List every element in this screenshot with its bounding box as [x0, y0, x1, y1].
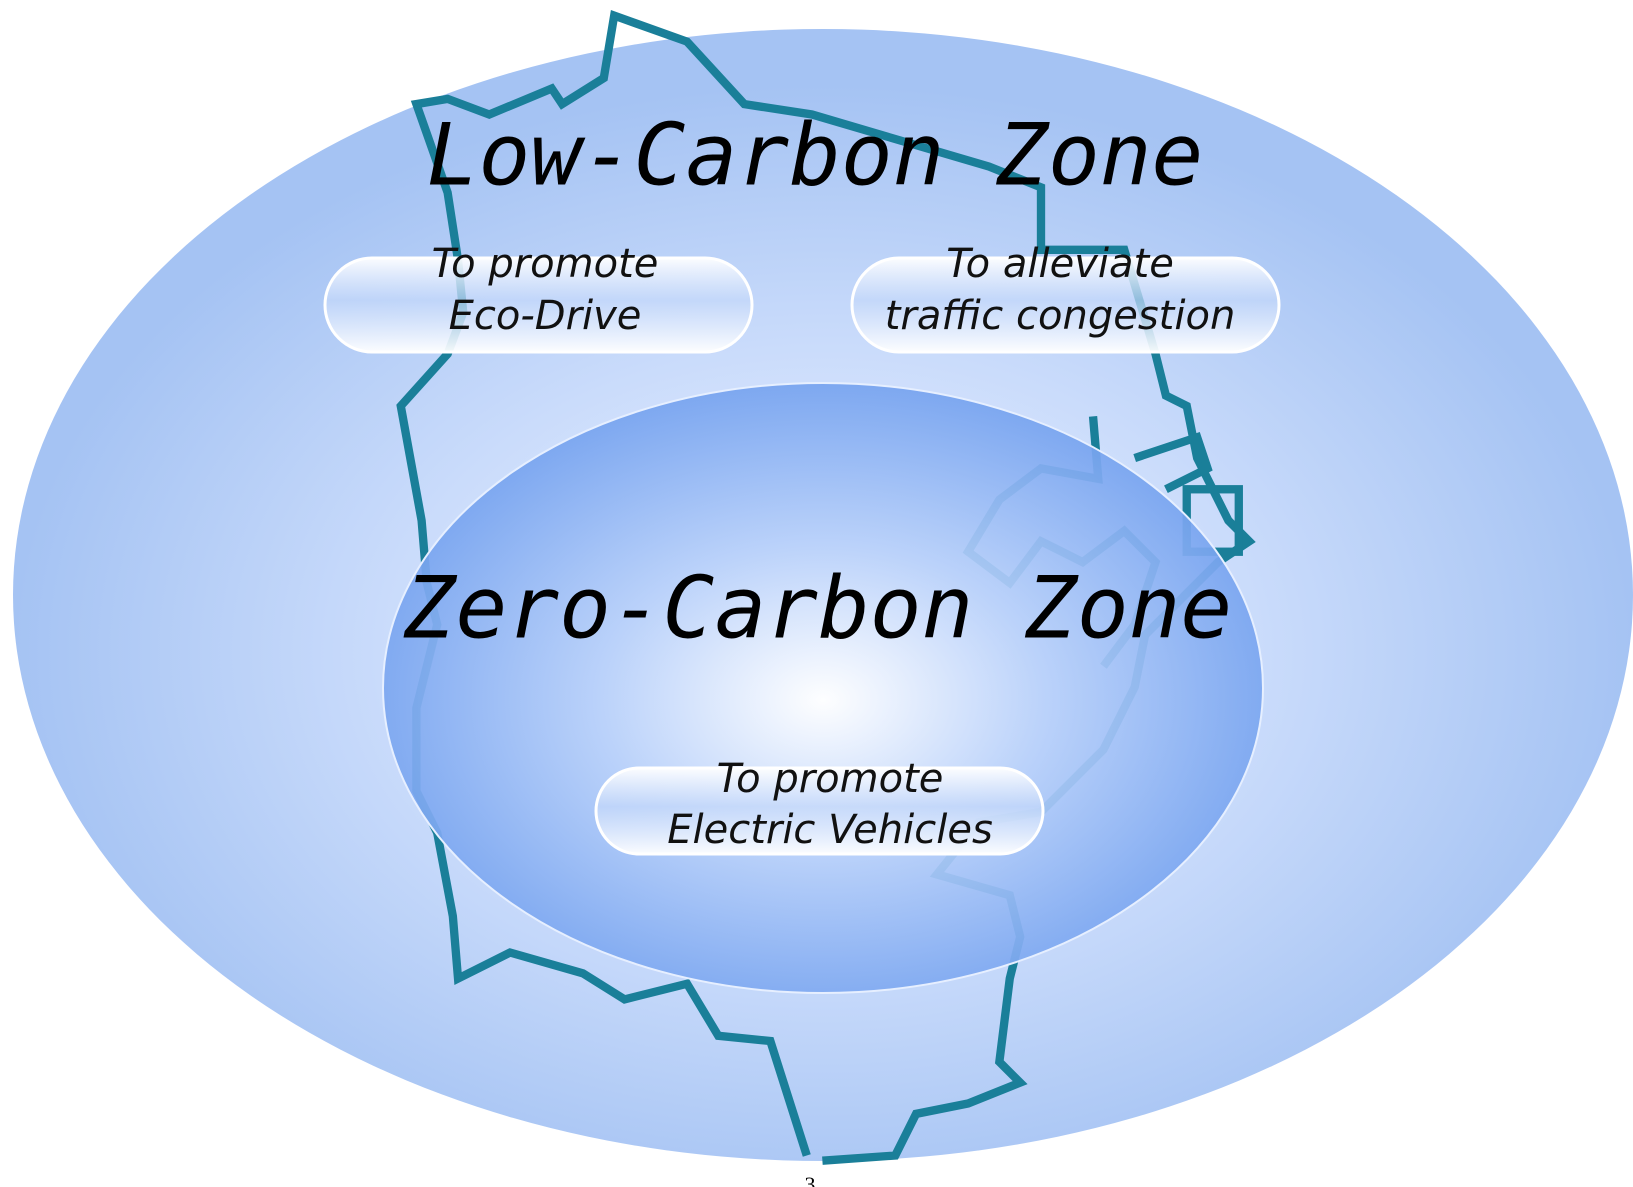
goal-text: Eco-Drive	[449, 293, 642, 339]
goal-text: To promote	[717, 756, 944, 802]
goal-text: To alleviate	[946, 241, 1174, 287]
zone-title: Low-Carbon Zone	[427, 105, 1204, 205]
zone-title: Zero-Carbon Zone	[403, 558, 1232, 658]
goal-pill	[323, 256, 754, 354]
goal-text: To promote	[432, 241, 659, 287]
goal-pill	[850, 256, 1281, 354]
zero-carbon-zone	[382, 382, 1264, 994]
page-number: 3	[805, 1172, 816, 1187]
goal-text: traffic congestion	[885, 293, 1236, 339]
goal-pill	[594, 766, 1045, 856]
goal-text: Electric Vehicles	[667, 807, 993, 853]
